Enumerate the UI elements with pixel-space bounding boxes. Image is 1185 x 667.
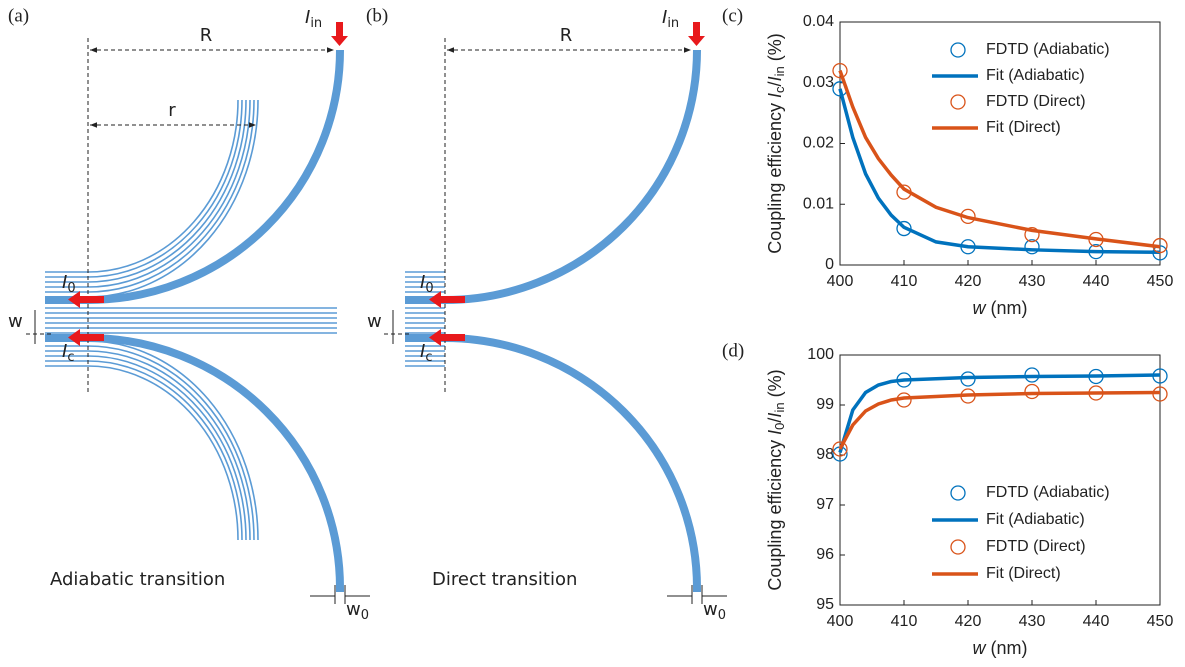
y-tick-label: 95 bbox=[816, 596, 834, 613]
y-label-part: in bbox=[772, 66, 787, 76]
input-arrow bbox=[331, 22, 348, 46]
fit-line bbox=[840, 375, 1160, 453]
y-tick-label: 0.01 bbox=[803, 195, 834, 212]
x-tick-label: 450 bbox=[1147, 273, 1174, 290]
label-R: R bbox=[200, 25, 213, 46]
x-tick-label: 420 bbox=[955, 613, 982, 630]
x-axis-label: w (nm) bbox=[973, 638, 1028, 658]
y-axis-label: Coupling efficiency I0/Iin (%) bbox=[765, 369, 788, 590]
label-r: r bbox=[168, 100, 176, 121]
panel-label: (d) bbox=[722, 340, 744, 361]
y-tick-label: 0.02 bbox=[803, 135, 834, 152]
y-tick-label: 97 bbox=[816, 496, 834, 513]
x-axis-label: w (nm) bbox=[973, 298, 1028, 318]
panel-label: (b) bbox=[366, 5, 388, 26]
output-arrow bbox=[68, 329, 104, 346]
waveguide bbox=[405, 338, 697, 592]
legend-marker bbox=[951, 43, 965, 57]
y-tick-label: 0.04 bbox=[803, 13, 834, 30]
guide-lines bbox=[45, 100, 337, 540]
fit-line bbox=[840, 393, 1160, 450]
x-tick-label: 410 bbox=[891, 273, 918, 290]
panel-label: (a) bbox=[8, 5, 29, 26]
waveguide bbox=[45, 50, 340, 300]
x-tick-label: 420 bbox=[955, 273, 982, 290]
data-point bbox=[1025, 385, 1039, 399]
legend-label: Fit (Direct) bbox=[986, 119, 1061, 136]
waveguide bbox=[45, 338, 340, 592]
caption: Adiabatic transition bbox=[50, 569, 225, 590]
label-input: Iin bbox=[662, 7, 679, 31]
y-tick-label: 99 bbox=[816, 396, 834, 413]
x-tick-label: 440 bbox=[1083, 613, 1110, 630]
diagram-a: (a) R r Iin I0 Ic w Adiabatic transition… bbox=[8, 5, 370, 622]
x-tick-label: 450 bbox=[1147, 613, 1174, 630]
x-label-part: (nm) bbox=[986, 638, 1028, 658]
figure: (a) R r Iin I0 Ic w Adiabatic transition… bbox=[0, 0, 1185, 667]
output-arrow bbox=[429, 329, 465, 346]
x-tick-label: 410 bbox=[891, 613, 918, 630]
output-arrow bbox=[429, 291, 465, 308]
legend-label: Fit (Direct) bbox=[986, 565, 1061, 582]
y-tick-label: 100 bbox=[807, 346, 834, 363]
input-arrow bbox=[688, 22, 705, 46]
label-output0: I0 bbox=[62, 272, 76, 296]
label-outputc: Ic bbox=[420, 341, 432, 365]
y-label-part: Coupling efficiency bbox=[765, 435, 785, 591]
x-tick-label: 440 bbox=[1083, 273, 1110, 290]
y-axis-label: Coupling efficiency Ic/Iin (%) bbox=[765, 33, 788, 253]
y-tick-label: 0.03 bbox=[803, 74, 834, 91]
legend-marker bbox=[951, 95, 965, 109]
charts: (c) 400 410 420 430 440 450 0 0.01 0.02 0.03 0.04 w … bbox=[722, 5, 1173, 657]
label-input: Iin bbox=[305, 7, 322, 31]
y-label-part: in bbox=[772, 402, 787, 412]
x-tick-label: 400 bbox=[827, 613, 854, 630]
legend-marker bbox=[951, 540, 965, 554]
y-tick-label: 98 bbox=[816, 446, 834, 463]
label-gap: w bbox=[367, 311, 382, 332]
y-label-part: Coupling efficiency bbox=[765, 98, 785, 254]
y-tick-label: 0 bbox=[825, 256, 834, 273]
y-tick-label: 96 bbox=[816, 546, 834, 563]
x-tick-label: 430 bbox=[1019, 613, 1046, 630]
label-width: w0 bbox=[703, 599, 726, 623]
x-tick-label: 430 bbox=[1019, 273, 1046, 290]
legend-label: Fit (Adiabatic) bbox=[986, 511, 1085, 528]
label-outputc: Ic bbox=[62, 341, 74, 365]
legend-marker bbox=[951, 486, 965, 500]
x-label-part: w bbox=[973, 638, 987, 658]
y-label-part: 0 bbox=[772, 423, 787, 430]
plot-frame bbox=[840, 22, 1160, 265]
label-width: w0 bbox=[346, 599, 369, 623]
legend-label: FDTD (Adiabatic) bbox=[986, 484, 1110, 501]
waveguide bbox=[405, 50, 697, 300]
legend-label: FDTD (Direct) bbox=[986, 93, 1086, 110]
label-output0: I0 bbox=[420, 272, 434, 296]
legend-label: FDTD (Adiabatic) bbox=[986, 41, 1110, 58]
legend-label: Fit (Adiabatic) bbox=[986, 67, 1085, 84]
caption: Direct transition bbox=[432, 569, 577, 590]
x-label-part: w bbox=[973, 298, 987, 318]
x-tick-label: 400 bbox=[827, 273, 854, 290]
label-gap: w bbox=[8, 311, 23, 332]
diagram-b: (b) R Iin I0 Ic w Direct transition w0 bbox=[366, 5, 727, 622]
legend-label: FDTD (Direct) bbox=[986, 538, 1086, 555]
y-label-part: (%) bbox=[765, 369, 785, 402]
panel-label: (c) bbox=[722, 5, 743, 26]
label-R: R bbox=[560, 25, 573, 46]
x-label-part: (nm) bbox=[986, 298, 1028, 318]
y-label-part: (%) bbox=[765, 33, 785, 66]
